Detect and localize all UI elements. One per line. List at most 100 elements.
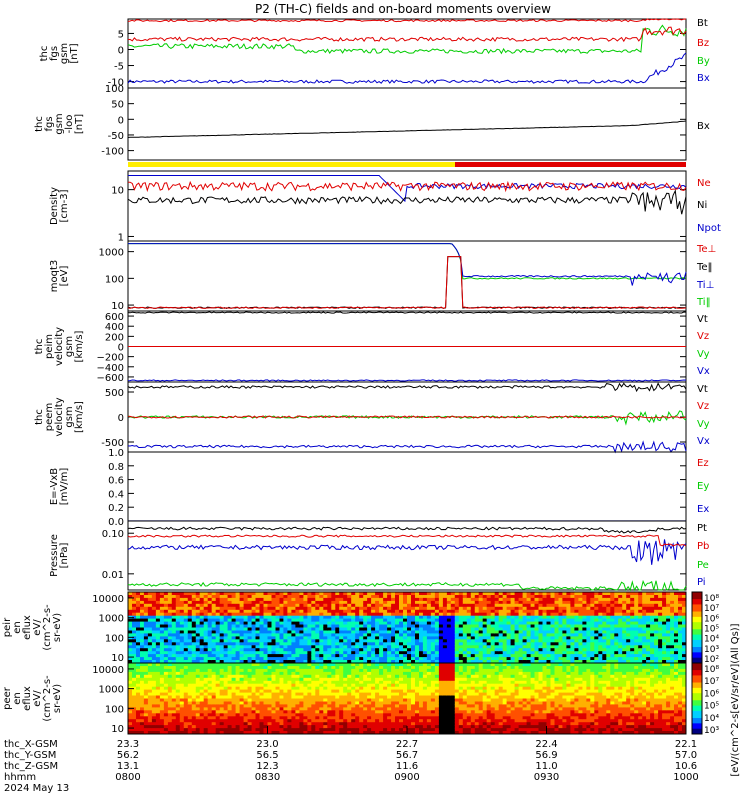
heat-cell [231,680,237,685]
heat-cell [666,612,671,617]
heat-cell [140,719,145,723]
heat-cell [183,660,189,664]
heat-cell [403,592,408,596]
heat-cell [558,645,563,649]
heat-cell [203,609,209,614]
heat-cell [682,624,687,628]
heat-cell [546,612,551,617]
heat-cell [259,654,264,658]
heat-cell [442,639,448,643]
heat-cell [247,606,253,611]
heat-cell [259,710,264,714]
heat-cell [415,651,420,655]
heat-cell [299,618,304,623]
heat-cell [187,603,193,608]
heat-cell [395,648,400,652]
heat-cell [283,704,288,708]
heat-cell [399,621,404,626]
heat-cell [223,630,229,634]
heat-cell [570,651,575,655]
heat-cell [470,636,476,640]
heat-cell [379,645,384,649]
heat-cell [255,677,260,682]
heat-cell [442,621,448,626]
heat-cell [223,671,229,676]
heat-cell [570,627,575,631]
heat-cell [351,719,356,723]
heat-cell [534,615,539,620]
heat-cell [128,609,133,614]
heat-cell [339,680,344,685]
heat-cell [183,609,189,614]
heat-cell [132,683,137,688]
heat-cell [614,627,619,631]
heat-cell [255,595,260,599]
heat-cell [271,686,276,691]
heat-cell [419,612,424,617]
heat-cell [383,645,388,649]
heat-cell [319,645,324,649]
heat-cell [554,648,559,652]
heat-cell [136,701,141,705]
heat-cell [355,668,360,673]
y-axis-label-line: fgs [44,116,55,131]
heat-cell [207,710,213,714]
heat-cell [195,600,201,605]
heat-cell [518,645,524,649]
heat-cell [478,618,484,623]
heat-cell [231,597,237,602]
heat-cell [279,668,284,673]
heat-cell [251,671,257,676]
heat-cell [199,612,205,617]
heat-cell [646,624,651,628]
heat-cell [295,666,300,670]
heat-cell [367,612,372,617]
heat-cell [327,651,332,655]
heat-cell [478,636,484,640]
heat-cell [239,663,245,667]
heat-cell [291,592,296,596]
heat-cell [482,651,488,655]
heat-cell [339,600,344,605]
heat-cell [151,663,157,667]
heat-cell [271,627,276,631]
heat-cell [530,615,536,620]
heat-cell [399,639,404,643]
heat-cell [195,645,201,649]
heat-cell [375,630,380,634]
heat-cell [419,654,424,658]
heat-cell [187,627,193,631]
heat-cell [223,639,229,643]
heat-cell [550,600,555,605]
heat-cell [562,592,567,596]
heat-cell [446,645,452,649]
heat-cell [658,600,663,605]
heat-cell [658,636,663,640]
heat-cell [239,600,245,605]
heat-cell [303,639,308,643]
heat-cell [311,645,316,649]
heat-cell [351,704,356,708]
heat-cell [478,621,484,626]
heat-cell [514,639,520,643]
heat-cell [335,701,340,705]
heat-cell [255,686,260,691]
heat-cell [415,627,420,631]
heat-cell [566,624,571,628]
heat-cell [267,639,272,643]
heat-cell [155,704,161,708]
heat-cell [462,630,468,634]
heat-cell [323,609,328,614]
heat-cell [670,612,675,617]
heat-cell [235,680,241,685]
heat-cell [128,680,133,685]
heat-cell [606,595,611,599]
heat-cell [355,710,360,714]
heat-cell [670,603,675,608]
heat-cell [490,618,496,623]
heat-cell [311,666,316,670]
heat-cell [243,704,249,708]
heat-cell [570,600,575,605]
heat-cell [594,636,599,640]
heat-cell [295,618,300,623]
